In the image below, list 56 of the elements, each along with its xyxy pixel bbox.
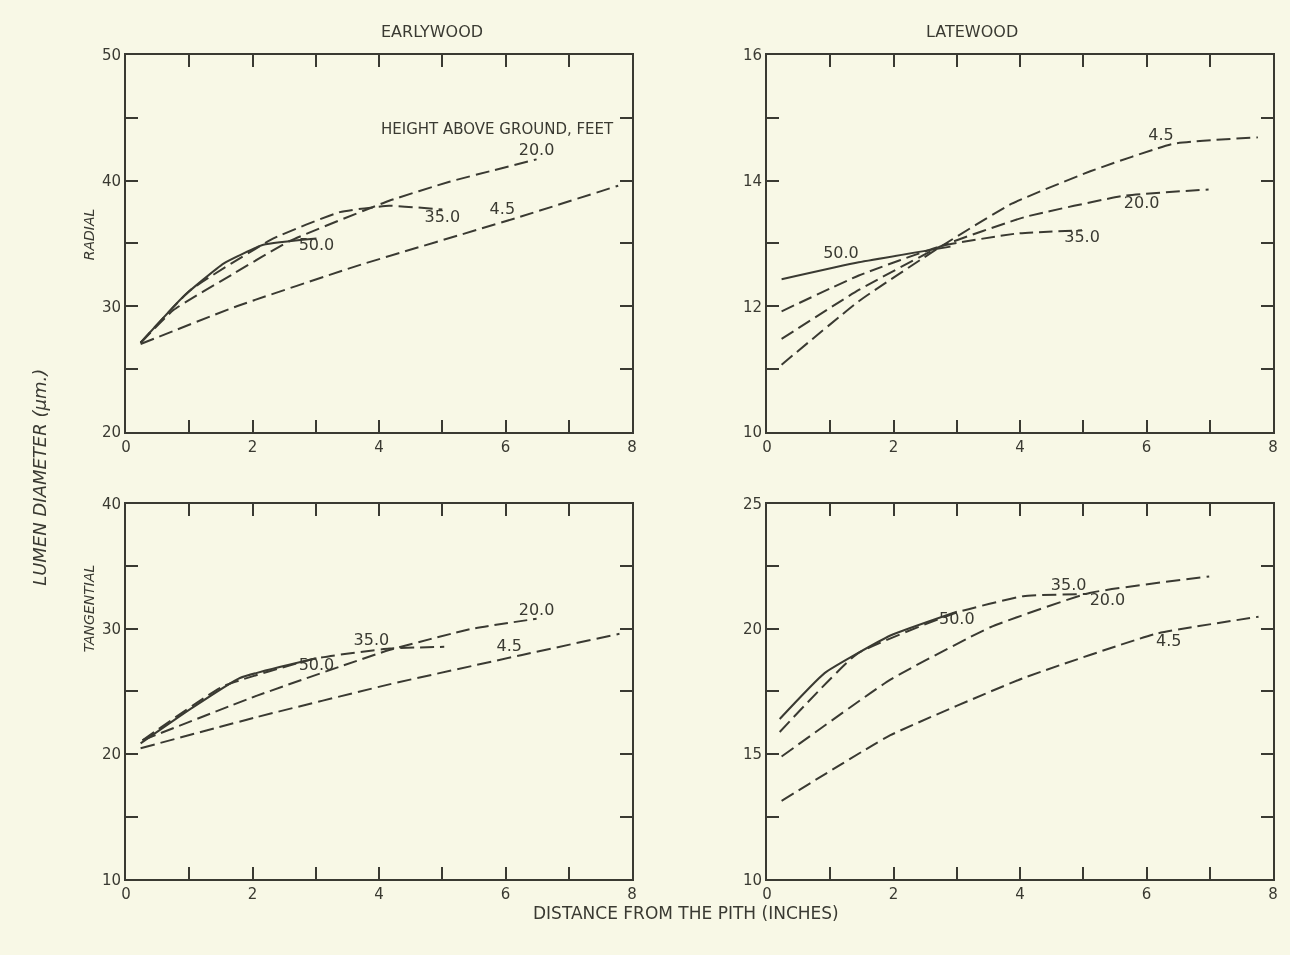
x-tick-label: 4 (374, 885, 384, 904)
y-tick-label: 40 (101, 171, 122, 190)
x-tick-label: 0 (762, 437, 772, 456)
x-tick-label: 2 (888, 885, 899, 904)
y-tick-label: 10 (742, 423, 763, 442)
series-label: 20.0 (1089, 589, 1126, 609)
y-axis-title: TANGENTIAL (80, 564, 97, 653)
series-label: 20.0 (1123, 192, 1160, 212)
y-tick-label: 30 (101, 620, 122, 639)
x-tick-label: 8 (627, 437, 637, 456)
y-tick-label: 10 (101, 870, 122, 889)
series-label: 4.5 (1148, 124, 1174, 144)
x-tick-label: 8 (1268, 437, 1278, 456)
series-label: 4.5 (489, 199, 516, 219)
x-tick-label: 2 (888, 437, 899, 456)
series-label: 35.0 (353, 629, 390, 649)
series-label: 4.5 (496, 635, 523, 655)
x-tick-label: 6 (500, 885, 511, 904)
y-tick-label: 30 (101, 297, 122, 316)
x-tick-label: 6 (500, 437, 511, 456)
x-tick-label: 4 (1015, 885, 1025, 904)
x-tick-label: 8 (1268, 885, 1278, 904)
chart-title: EARLYWOOD (381, 22, 484, 41)
x-tick-label: 0 (762, 885, 772, 904)
y-tick-label: 16 (742, 46, 763, 65)
y-tick-label: 14 (742, 171, 763, 190)
y-tick-label: 10 (742, 870, 763, 889)
y-tick-label: 20 (742, 620, 763, 639)
x-axis-title: DISTANCE FROM THE PITH (INCHES) (533, 903, 839, 923)
series-label: 4.5 (1156, 630, 1182, 650)
y-tick-label: 25 (742, 494, 763, 513)
y-tick-label: 12 (742, 297, 763, 316)
x-tick-label: 4 (374, 437, 384, 456)
x-tick-label: 0 (121, 885, 131, 904)
series-label: 50.0 (823, 243, 859, 263)
series-label: 35.0 (424, 206, 461, 226)
series-label: 50.0 (298, 235, 335, 255)
y-tick-label: 20 (101, 423, 122, 442)
x-tick-label: 4 (1015, 437, 1025, 456)
y-tick-label: 15 (742, 745, 763, 764)
series-label: 20.0 (518, 599, 555, 619)
x-tick-label: 6 (1141, 885, 1152, 904)
x-tick-label: 0 (121, 437, 131, 456)
y-axis-title: RADIAL (80, 208, 97, 261)
x-tick-label: 2 (247, 437, 258, 456)
y-tick-label: 50 (101, 46, 122, 65)
x-tick-label: 2 (247, 885, 258, 904)
annotation: HEIGHT ABOVE GROUND, FEET (381, 120, 615, 138)
y-tick-label: 40 (101, 494, 122, 513)
y-tick-label: 20 (101, 745, 122, 764)
text: LUMEN DIAMETER (μm.) (28, 368, 50, 586)
series-label: 20.0 (518, 140, 555, 160)
x-tick-label: 6 (1141, 437, 1152, 456)
series-label: 35.0 (1050, 574, 1087, 594)
x-tick-label: 8 (627, 885, 637, 904)
chart-title: LATEWOOD (926, 22, 1019, 41)
